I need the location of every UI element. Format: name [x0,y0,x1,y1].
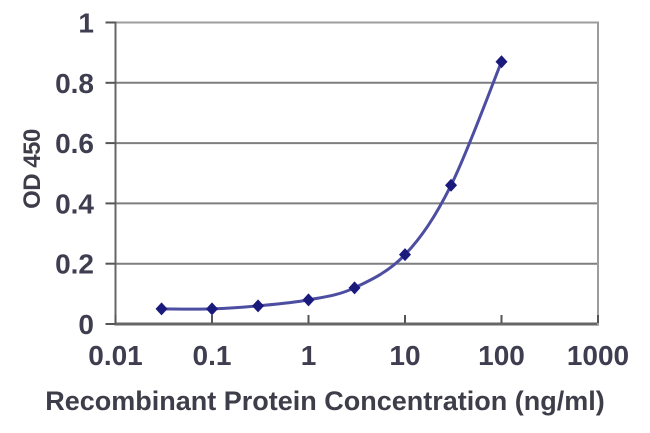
x-tick-label: 1000 [567,340,629,371]
x-tick-label: 0.1 [193,340,232,371]
data-point-marker [252,299,265,313]
y-axis-title: OD 450 [19,129,46,209]
y-tick-label: 0.4 [55,188,94,219]
y-tick-label: 0.2 [55,249,94,280]
data-point-marker [445,178,458,192]
x-tick-label: 10 [389,340,420,371]
data-point-marker [495,55,508,69]
y-tick-label: 1 [78,8,94,39]
x-tick-label: 100 [478,340,525,371]
data-point-marker [155,302,168,316]
data-point-marker [206,302,218,316]
y-tick-label: 0 [78,309,94,340]
x-tick-label: 1 [301,340,317,371]
x-axis-title: Recombinant Protein Concentration (ng/ml… [45,386,605,416]
y-tick-label: 0.8 [55,68,94,99]
data-point-marker [348,281,361,295]
data-point-marker [302,293,315,307]
x-tick-label: 0.01 [88,340,143,371]
y-tick-label: 0.6 [55,128,94,159]
data-point-marker [399,248,411,262]
